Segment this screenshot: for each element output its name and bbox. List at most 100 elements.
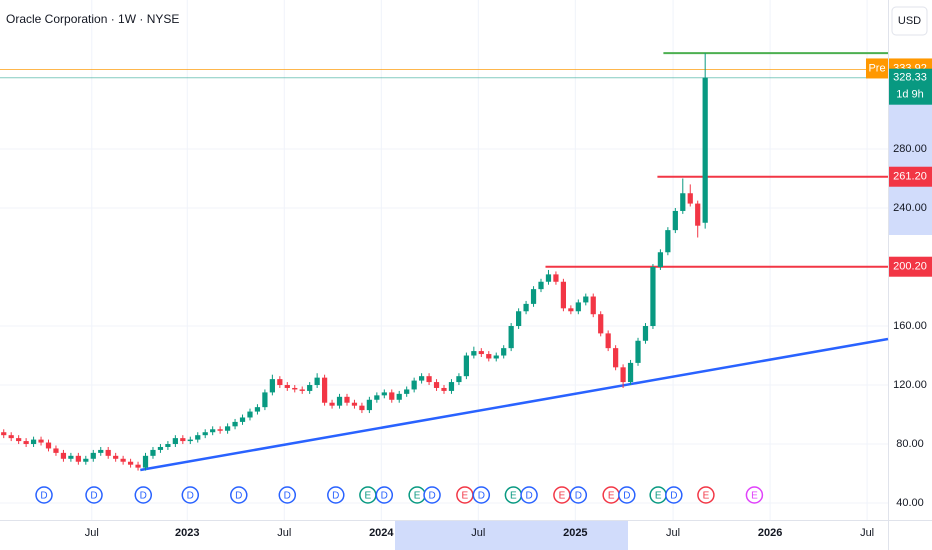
candle-body — [441, 387, 447, 391]
price-range-highlight — [889, 85, 932, 235]
candle-body — [411, 380, 417, 390]
candle-body — [471, 351, 477, 356]
candle-body — [314, 377, 320, 386]
candle-body — [508, 326, 514, 349]
currency[interactable]: USD — [898, 15, 921, 27]
event-marker — [569, 486, 588, 504]
candle-body — [687, 193, 693, 204]
candle-body — [560, 281, 567, 309]
candle-body — [583, 296, 589, 303]
premarket-tag: Pre — [868, 62, 885, 74]
candle-body — [269, 379, 275, 393]
event-label: D — [623, 491, 630, 502]
candle-body — [642, 326, 649, 341]
last-price: 328.33 — [893, 72, 927, 84]
event-label: E — [365, 491, 372, 502]
candle-body — [53, 448, 59, 453]
event-label: E — [751, 491, 758, 502]
candle-body — [202, 432, 208, 436]
candle-body — [307, 385, 313, 391]
event-marker — [697, 486, 715, 504]
candle-body — [210, 429, 216, 433]
candle-body — [113, 455, 119, 459]
y-tick-label: 120.00 — [893, 379, 927, 391]
event-label: D — [90, 491, 97, 502]
level-label: 200.20 — [893, 261, 927, 273]
candle-body — [426, 376, 432, 383]
candle-body — [292, 387, 298, 390]
level-badge — [889, 166, 932, 187]
candle-body — [575, 302, 581, 312]
candle-body — [247, 411, 253, 418]
y-tick-label: 40.00 — [896, 497, 924, 509]
event-label: E — [608, 491, 615, 502]
candle-body — [359, 405, 365, 411]
x-tick-label: Jul — [860, 527, 874, 539]
candle-body — [702, 77, 708, 223]
candle-body — [620, 367, 626, 383]
candle-body — [135, 464, 141, 468]
candle-body — [396, 393, 402, 400]
candle-body — [16, 438, 22, 442]
currency-button[interactable] — [891, 6, 928, 36]
event-label: D — [428, 491, 435, 502]
candle-body — [180, 438, 186, 442]
x-tick-label: 2026 — [758, 527, 782, 539]
candle-body — [68, 455, 74, 459]
candle-body — [672, 210, 678, 231]
trendline — [140, 337, 889, 472]
event-label: E — [462, 491, 469, 502]
candle-body — [381, 392, 387, 396]
candle-body — [187, 439, 193, 442]
candle-body — [232, 421, 238, 427]
x-tick-label: 2024 — [369, 527, 394, 539]
candle-body — [75, 455, 81, 462]
event-marker — [472, 486, 491, 504]
candle-body — [254, 407, 261, 412]
candle-body — [45, 442, 52, 449]
event-label: E — [559, 491, 566, 502]
candle-body — [321, 377, 328, 403]
event-label: D — [40, 491, 47, 502]
candle-body — [157, 446, 164, 450]
candle-body — [83, 458, 89, 462]
candle-body — [30, 439, 37, 445]
candle-body — [389, 392, 395, 400]
event-label: E — [703, 491, 710, 502]
candle-body — [8, 435, 14, 439]
candle-body — [516, 311, 522, 327]
candle-body — [120, 458, 126, 462]
event-label: D — [140, 491, 147, 502]
event-marker — [327, 486, 345, 504]
candle-body — [150, 449, 156, 456]
x-tick-label: 2025 — [563, 527, 587, 539]
candle-body — [38, 439, 44, 443]
candle-body — [127, 461, 134, 465]
last-price-badge — [889, 68, 932, 105]
candle-body — [680, 193, 686, 211]
candle-body — [23, 441, 29, 445]
event-marker — [278, 486, 297, 504]
candle-body — [493, 355, 499, 359]
candle-body — [538, 281, 544, 290]
candle-body — [523, 303, 529, 312]
event-label: D — [381, 491, 388, 502]
y-tick-label: 80.00 — [896, 438, 924, 450]
candle-body — [501, 348, 507, 356]
candle-body — [351, 402, 358, 406]
candle-body — [90, 452, 96, 459]
level-label: 261.20 — [893, 171, 927, 183]
y-tick-label: 240.00 — [893, 202, 927, 214]
candle-body — [239, 417, 246, 422]
candle-body — [404, 389, 410, 394]
candle-body — [695, 203, 701, 226]
y-tick-label: 280.00 — [893, 143, 927, 155]
candle-body — [60, 452, 67, 459]
candle-body — [1, 432, 7, 436]
candle-body — [486, 354, 492, 359]
event-label: D — [284, 491, 291, 502]
candle-body — [598, 314, 604, 334]
candle-body — [262, 392, 268, 408]
event-label: E — [414, 491, 421, 502]
event-label: E — [655, 491, 662, 502]
